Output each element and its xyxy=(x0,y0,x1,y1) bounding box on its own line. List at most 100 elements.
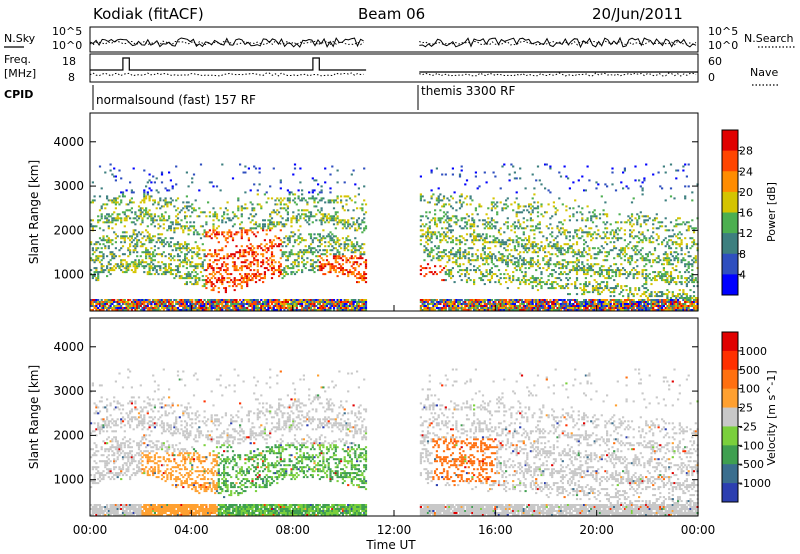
data-cell xyxy=(551,275,554,278)
data-cell xyxy=(150,265,153,268)
data-cell xyxy=(196,233,199,236)
data-cell xyxy=(588,227,591,230)
data-cell xyxy=(201,309,204,311)
data-cell xyxy=(575,241,579,244)
data-cell xyxy=(490,277,493,280)
data-cell xyxy=(279,187,282,190)
data-cell xyxy=(276,203,279,206)
data-cell xyxy=(274,235,277,238)
data-cell xyxy=(136,307,139,309)
data-cell xyxy=(467,307,470,309)
data-cell xyxy=(354,275,357,278)
data-cell xyxy=(497,239,501,242)
data-cell xyxy=(503,223,506,226)
data-cell xyxy=(173,277,176,280)
data-cell xyxy=(483,245,486,248)
data-cell xyxy=(489,225,492,228)
data-cell xyxy=(315,179,318,182)
data-cell xyxy=(130,303,133,305)
data-cell xyxy=(524,309,527,311)
data-cell xyxy=(102,243,105,246)
data-cell xyxy=(547,245,550,248)
data-cell xyxy=(538,267,541,270)
data-cell xyxy=(604,287,607,290)
data-cell xyxy=(180,243,183,246)
data-cell xyxy=(146,235,149,238)
data-cell xyxy=(283,197,286,200)
data-cell xyxy=(129,201,132,204)
data-cell xyxy=(102,305,105,307)
data-cell xyxy=(489,271,492,274)
data-cell xyxy=(153,219,156,222)
data-cell xyxy=(588,253,591,256)
data-cell xyxy=(419,193,422,196)
data-cell xyxy=(345,261,348,264)
data-cell xyxy=(469,279,472,282)
data-cell xyxy=(286,305,289,307)
data-cell xyxy=(265,251,268,254)
data-cell xyxy=(187,307,190,309)
data-cell xyxy=(281,307,284,309)
data-cell xyxy=(572,267,575,270)
data-cell xyxy=(485,181,488,184)
data-cell xyxy=(120,177,123,180)
data-cell xyxy=(332,307,336,309)
data-cell xyxy=(442,267,446,270)
data-cell xyxy=(439,301,442,303)
data-cell xyxy=(246,231,249,234)
data-cell xyxy=(552,305,555,307)
data-cell xyxy=(201,265,204,268)
data-cell xyxy=(267,227,270,230)
data-cell xyxy=(473,235,476,238)
data-cell xyxy=(503,309,506,311)
data-cell xyxy=(258,183,261,186)
data-cell xyxy=(207,303,210,305)
data-cell xyxy=(510,239,513,242)
data-cell xyxy=(558,307,561,309)
data-cell xyxy=(606,271,609,274)
data-cell xyxy=(139,245,142,248)
data-cell xyxy=(512,309,515,311)
data-cell xyxy=(607,305,610,307)
data-cell xyxy=(93,305,96,307)
data-cell xyxy=(295,307,298,309)
data-cell xyxy=(313,179,316,182)
data-cell xyxy=(513,249,516,252)
data-cell xyxy=(497,269,501,272)
data-cell xyxy=(299,251,302,254)
data-cell xyxy=(606,283,609,286)
data-cell xyxy=(279,257,282,260)
data-cell xyxy=(292,267,295,270)
data-cell xyxy=(97,273,100,276)
data-cell xyxy=(334,235,337,238)
data-cell xyxy=(160,261,164,264)
data-cell xyxy=(606,221,609,224)
data-cell xyxy=(150,237,153,240)
data-cell xyxy=(111,221,114,224)
data-cell xyxy=(309,299,313,301)
data-cell xyxy=(574,251,577,254)
data-cell xyxy=(237,269,240,272)
data-cell xyxy=(547,267,550,270)
data-cell xyxy=(196,251,199,254)
data-cell xyxy=(304,209,307,212)
data-cell xyxy=(348,309,352,311)
data-cell xyxy=(118,169,121,172)
data-cell xyxy=(583,267,586,270)
data-cell xyxy=(442,215,446,218)
data-cell xyxy=(139,215,142,218)
data-cell xyxy=(567,261,570,264)
data-cell xyxy=(522,277,525,280)
data-cell xyxy=(597,299,600,301)
data-cell xyxy=(256,301,259,303)
data-cell xyxy=(363,167,366,170)
data-cell xyxy=(276,213,279,216)
data-cell xyxy=(343,303,346,305)
data-cell xyxy=(338,219,341,222)
data-cell xyxy=(107,219,110,222)
data-cell xyxy=(196,283,199,286)
data-cell xyxy=(308,269,311,272)
data-cell xyxy=(267,259,270,262)
data-cell xyxy=(244,251,247,254)
data-cell xyxy=(505,299,508,301)
